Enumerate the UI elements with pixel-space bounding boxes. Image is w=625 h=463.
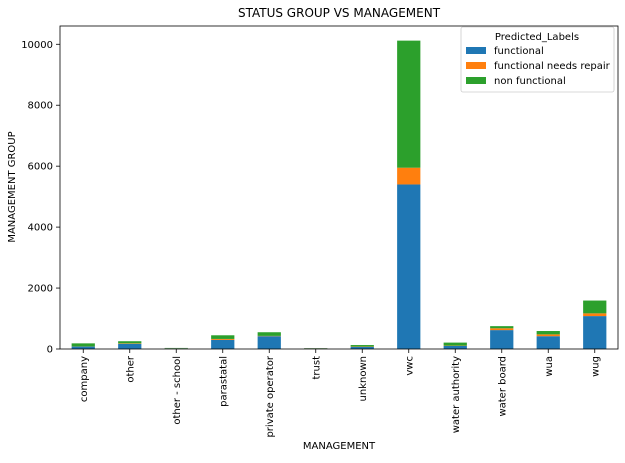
ticks-layer: 0 2000 4000 6000 8000 10000 company other other …	[21, 40, 601, 438]
bar-non-functional-unknown	[351, 345, 374, 347]
x-tick-label: private operator	[265, 355, 276, 437]
x-tick-label: water authority	[451, 356, 462, 433]
legend-swatch-functional-needs-repair	[466, 62, 486, 69]
legend-entry-label: functional needs repair	[494, 61, 611, 72]
x-tick-label: company	[79, 356, 90, 402]
y-tick-label: 8000	[28, 101, 53, 112]
x-tick-label: other	[125, 355, 136, 383]
legend-swatch-functional	[466, 47, 486, 54]
bar-functional-needs-repair-wua	[537, 334, 560, 336]
x-tick-label: wug	[590, 356, 601, 377]
bar-functional-private-operator	[258, 336, 281, 349]
bar-functional-needs-repair-parastatal	[211, 339, 234, 340]
bar-functional-wug	[583, 316, 606, 349]
legend-entry-label: non functional	[494, 76, 566, 87]
x-axis-label: MANAGEMENT	[303, 441, 376, 452]
legend: Predicted_Labels functional functional ne…	[461, 27, 614, 92]
x-tick-label: water board	[497, 356, 508, 417]
bar-non-functional-other	[118, 341, 141, 343]
y-tick-label: 0	[47, 345, 53, 356]
bar-functional-needs-repair-water-board	[490, 328, 513, 330]
chart-title: STATUS GROUP VS MANAGEMENT	[238, 6, 441, 20]
bar-functional-parastatal	[211, 340, 234, 349]
bar-functional-water-board	[490, 330, 513, 349]
legend-entry-label: functional	[494, 46, 544, 57]
y-tick-label: 10000	[21, 40, 53, 51]
x-tick-label: other - school	[172, 356, 183, 425]
y-tick-label: 4000	[28, 223, 53, 234]
x-tick-label: vwc	[404, 356, 415, 376]
bar-functional-wua	[537, 336, 560, 349]
bar-non-functional-vwc	[397, 41, 420, 168]
bar-non-functional-water-authority	[444, 343, 467, 346]
bar-non-functional-wug	[583, 301, 606, 314]
bar-functional-water-authority	[444, 346, 467, 349]
bar-functional-vwc	[397, 184, 420, 349]
bar-non-functional-parastatal	[211, 335, 234, 339]
bar-non-functional-wua	[537, 331, 560, 334]
y-axis-label: MANAGEMENT GROUP	[7, 131, 18, 242]
bar-non-functional-water-board	[490, 326, 513, 328]
legend-title: Predicted_Labels	[495, 32, 579, 43]
x-tick-label: unknown	[358, 356, 369, 401]
x-tick-label: parastatal	[218, 356, 229, 407]
bar-non-functional-company	[72, 343, 95, 346]
y-tick-label: 6000	[28, 162, 53, 173]
bar-functional-other	[118, 344, 141, 349]
bar-non-functional-private-operator	[258, 332, 281, 336]
y-tick-label: 2000	[28, 284, 53, 295]
bar-functional-needs-repair-vwc	[397, 168, 420, 185]
x-tick-label: trust	[311, 356, 322, 380]
bar-functional-needs-repair-wug	[583, 313, 606, 316]
legend-swatch-non-functional	[466, 77, 486, 84]
x-tick-label: wua	[544, 356, 555, 377]
